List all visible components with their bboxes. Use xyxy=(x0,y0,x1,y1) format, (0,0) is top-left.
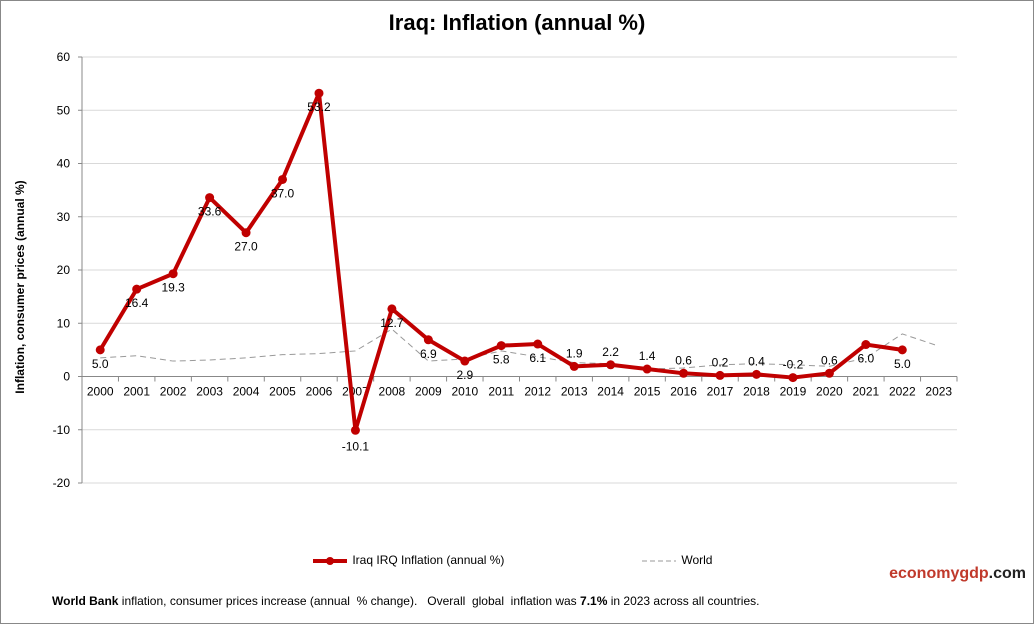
data-label-iraq: 0.4 xyxy=(748,354,765,368)
legend-marker-world-icon xyxy=(642,560,676,562)
data-label-iraq: 6.1 xyxy=(529,351,546,365)
data-point-iraq xyxy=(168,269,178,279)
data-point-iraq xyxy=(205,193,215,203)
data-point-iraq xyxy=(715,370,725,380)
data-label-iraq: 16.4 xyxy=(125,296,149,310)
x-tick-label: 2011 xyxy=(488,385,514,399)
legend-item-iraq: Iraq IRQ Inflation (annual %) xyxy=(313,553,504,568)
footer-bold2: 7.1% xyxy=(580,594,608,608)
x-tick-label: 2006 xyxy=(306,385,333,399)
data-point-iraq xyxy=(606,360,616,370)
data-point-iraq xyxy=(278,174,288,184)
data-point-iraq xyxy=(569,361,579,371)
x-tick-label: 2004 xyxy=(233,385,260,399)
footer-text1: inflation, consumer prices increase (ann… xyxy=(118,594,581,608)
data-point-iraq xyxy=(788,373,798,383)
x-tick-label: 2019 xyxy=(780,385,807,399)
data-point-iraq xyxy=(423,335,433,345)
brand-logo[interactable]: economygdp.com xyxy=(889,565,1026,583)
data-point-iraq xyxy=(241,228,251,238)
legend-marker-iraq-icon xyxy=(313,556,347,565)
series-line-iraq xyxy=(98,91,903,433)
data-label-iraq: 5.0 xyxy=(92,357,109,371)
x-tick-label: 2022 xyxy=(889,385,916,399)
x-tick-label: 2013 xyxy=(561,385,588,399)
x-tick-label: 2007 xyxy=(342,385,369,399)
data-point-iraq xyxy=(751,369,761,379)
x-tick-label: 2018 xyxy=(743,385,770,399)
data-label-iraq: 0.6 xyxy=(675,353,692,367)
data-label-iraq: 53.2 xyxy=(307,100,331,114)
x-tick-label: 2016 xyxy=(670,385,697,399)
y-tick-label: -20 xyxy=(53,476,71,490)
y-tick-label: 60 xyxy=(57,50,71,64)
x-tick-label: 2023 xyxy=(925,385,952,399)
data-label-iraq: 0.2 xyxy=(712,355,729,369)
data-point-iraq xyxy=(861,340,871,350)
x-tick-label: 2008 xyxy=(379,385,406,399)
data-label-iraq: 27.0 xyxy=(234,240,258,254)
data-point-iraq xyxy=(350,425,360,435)
data-point-iraq xyxy=(387,304,397,314)
footer-note: World Bank inflation, consumer prices in… xyxy=(52,594,759,608)
data-point-iraq xyxy=(897,345,907,355)
data-point-iraq xyxy=(95,345,105,355)
x-tick-label: 2010 xyxy=(451,385,478,399)
x-tick-label: 2021 xyxy=(853,385,880,399)
data-label-iraq: 5.8 xyxy=(493,353,510,367)
data-label-iraq: 12.7 xyxy=(380,316,404,330)
x-tick-label: 2001 xyxy=(123,385,150,399)
x-tick-label: 2015 xyxy=(634,385,661,399)
data-point-iraq xyxy=(679,368,689,378)
data-point-iraq xyxy=(314,88,324,98)
legend-item-world: World xyxy=(642,553,712,568)
data-label-iraq: 33.6 xyxy=(198,205,222,219)
data-label-iraq: 19.3 xyxy=(161,281,185,295)
data-point-iraq xyxy=(460,356,470,366)
x-tick-label: 2002 xyxy=(160,385,187,399)
data-point-iraq xyxy=(642,364,652,374)
y-tick-label: -10 xyxy=(53,423,71,437)
data-label-iraq: 6.9 xyxy=(420,347,437,361)
data-label-iraq: 0.6 xyxy=(821,353,838,367)
data-point-iraq xyxy=(824,368,834,378)
data-point-iraq xyxy=(132,284,142,294)
data-label-iraq: 6.0 xyxy=(858,352,875,366)
x-tick-label: 2009 xyxy=(415,385,442,399)
data-label-iraq: 1.4 xyxy=(639,349,656,363)
data-point-iraq xyxy=(496,341,506,351)
legend-label-world: World xyxy=(681,553,713,567)
x-tick-label: 2003 xyxy=(196,385,223,399)
y-tick-label: 20 xyxy=(57,263,71,277)
brand-part1: economygdp xyxy=(889,565,989,582)
y-tick-label: 40 xyxy=(57,157,71,171)
y-tick-label: 10 xyxy=(57,316,71,330)
footer-bold1: World Bank xyxy=(52,594,119,608)
x-tick-label: 2005 xyxy=(269,385,296,399)
x-tick-label: 2000 xyxy=(87,385,114,399)
y-tick-label: 30 xyxy=(57,210,71,224)
data-label-iraq: 2.2 xyxy=(602,345,619,359)
legend-label-iraq: Iraq IRQ Inflation (annual %) xyxy=(352,553,505,567)
x-tick-label: 2020 xyxy=(816,385,843,399)
y-tick-label: 50 xyxy=(57,103,71,117)
x-tick-label: 2012 xyxy=(524,385,551,399)
data-label-iraq: 2.9 xyxy=(456,368,473,382)
x-tick-label: 2017 xyxy=(707,385,734,399)
footer-text2: in 2023 across all countries. xyxy=(607,594,760,608)
chart-title: Iraq: Inflation (annual %) xyxy=(388,10,646,35)
y-tick-label: 0 xyxy=(63,370,70,384)
data-label-iraq: 1.9 xyxy=(566,346,583,360)
data-point-iraq xyxy=(533,339,543,349)
series-line-world xyxy=(100,328,939,370)
data-label-iraq: -10.1 xyxy=(342,439,370,453)
data-label-iraq: 5.0 xyxy=(894,357,911,371)
x-tick-label: 2014 xyxy=(597,385,624,399)
data-label-iraq: -0.2 xyxy=(783,358,804,372)
data-label-iraq: 37.0 xyxy=(271,186,295,200)
brand-part2: .com xyxy=(988,565,1026,582)
